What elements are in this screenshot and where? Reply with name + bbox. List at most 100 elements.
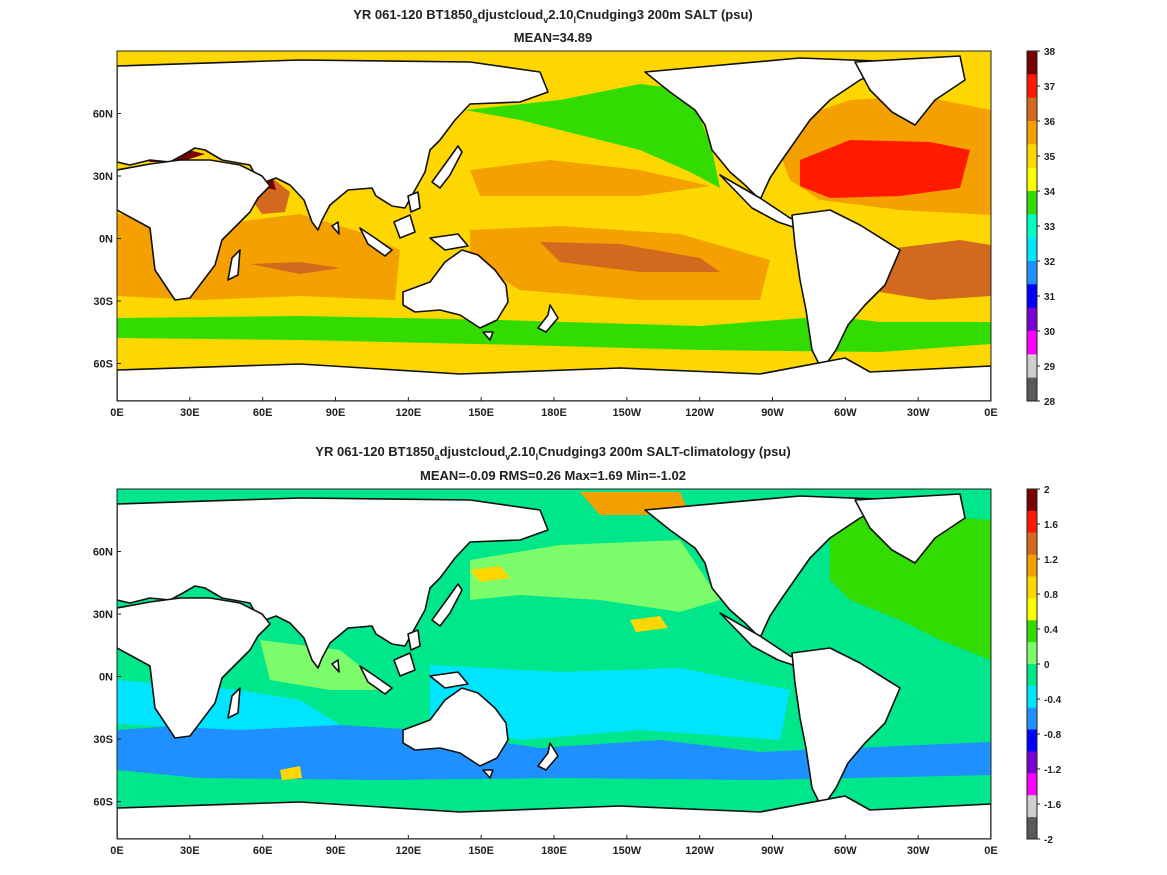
colorbar-swatch	[1027, 237, 1037, 262]
y-tick-label: 0N	[99, 234, 113, 246]
y-tick-label: 60N	[93, 547, 113, 559]
bottom-panel-subtitle: MEAN=-0.09 RMS=0.26 Max=1.69 Min=-1.02	[420, 468, 686, 483]
title-segment: 2.10	[510, 444, 535, 459]
colorbar-tick-label: -1.2	[1044, 765, 1062, 776]
y-tick-label: 60S	[93, 359, 113, 371]
colorbar-tick-label: -1.6	[1044, 800, 1062, 811]
colorbar-tick-label: 29	[1044, 362, 1056, 373]
x-tick-label: 120E	[395, 845, 421, 857]
bottom-x-axis: 0E 30E 60E 90E 120E 150E 180E 150W 120W 90W 60W 30W…	[110, 835, 998, 857]
colorbar-swatch	[1027, 795, 1037, 818]
colorbar-swatch	[1027, 598, 1037, 621]
colorbar-swatch	[1027, 773, 1037, 796]
x-tick-label: 60W	[834, 407, 857, 419]
colorbar-tick-label: 0	[1044, 660, 1050, 671]
top-x-axis: 0E 30E 60E 90E 120E 150E 180E 150W 120W 90W 60W 30W…	[110, 397, 998, 419]
colorbar-tick-label: 33	[1044, 222, 1056, 233]
colorbar-tick-label: 0.8	[1044, 590, 1058, 601]
bottom-map	[117, 489, 991, 839]
colorbar-tick-label: 1.6	[1044, 520, 1058, 531]
colorbar-tick-label: 31	[1044, 292, 1056, 303]
colorbar-swatch	[1027, 51, 1037, 75]
colorbar-swatch	[1027, 74, 1037, 99]
colorbar-swatch	[1027, 307, 1037, 332]
top-panel-title: YR 061-120 BT1850adjustcloudv2.10lCnudgi…	[353, 7, 753, 25]
top-colorbar: 38 37 36 35 34 33 32 31 30 29 28	[1026, 47, 1056, 408]
x-tick-label: 0E	[984, 845, 997, 857]
x-tick-label: 180E	[541, 407, 567, 419]
title-segment: djustcloud	[477, 7, 543, 22]
title-segment: YR 061-120 BT1850	[353, 7, 472, 22]
colorbar-swatch	[1027, 510, 1037, 534]
colorbar-swatch	[1027, 489, 1037, 512]
x-tick-label: 30E	[180, 407, 200, 419]
north-pacific-green	[470, 540, 720, 612]
bottom-colorbar: 2 1.6 1.2 0.8 0.4 0 -0.4 -0.8 -1.2 -1.6 -2	[1026, 485, 1062, 846]
southern-ocean-belt	[117, 316, 991, 352]
colorbar-swatch	[1027, 331, 1037, 355]
x-tick-label: 30W	[907, 845, 930, 857]
colorbar-tick-label: 36	[1044, 117, 1056, 128]
x-tick-label: 90W	[761, 407, 784, 419]
colorbar-swatch	[1027, 284, 1037, 309]
colorbar-swatch	[1027, 707, 1037, 731]
colorbar-swatch	[1027, 817, 1037, 840]
colorbar-swatch	[1027, 377, 1037, 402]
bottom-y-axis: 60N 30N 0N 30S 60S	[93, 547, 121, 809]
x-tick-label: 0E	[110, 407, 123, 419]
x-tick-label: 150E	[468, 407, 494, 419]
colorbar-swatch	[1027, 191, 1037, 215]
colorbar-tick-label: 35	[1044, 152, 1056, 163]
title-subscript: l	[536, 452, 539, 462]
title-subscript: v	[543, 15, 548, 25]
top-y-axis: 60N 30N 0N 30S 60S	[93, 109, 121, 371]
colorbar-swatch	[1027, 642, 1037, 665]
colorbar-swatch	[1027, 620, 1037, 643]
x-tick-label: 120W	[685, 845, 714, 857]
south-pacific-max	[540, 242, 720, 272]
colorbar-swatch	[1027, 751, 1037, 774]
top-panel: YR 061-120 BT1850adjustcloudv2.10lCnudgi…	[93, 7, 1056, 419]
title-segment: Cnudging3 200m SALT (psu)	[576, 7, 753, 22]
south-pacific-fresh	[430, 665, 790, 740]
south-atlantic-max	[880, 240, 991, 300]
x-tick-label: 30W	[907, 407, 930, 419]
colorbar-tick-label: 2	[1044, 485, 1050, 496]
title-subscript: v	[505, 452, 510, 462]
colorbar-swatch	[1027, 554, 1037, 577]
top-panel-subtitle: MEAN=34.89	[514, 30, 592, 45]
colorbar-tick-label: -0.8	[1044, 730, 1062, 741]
colorbar-swatch	[1027, 97, 1037, 122]
y-tick-label: 30N	[93, 171, 113, 183]
colorbar-swatch	[1027, 354, 1037, 379]
colorbar-swatch	[1027, 664, 1037, 687]
north-atlantic-max	[800, 140, 970, 198]
x-tick-label: 90W	[761, 845, 784, 857]
colorbar-swatch	[1027, 685, 1037, 709]
indian-max	[250, 262, 340, 274]
y-tick-label: 60S	[93, 797, 113, 809]
y-tick-label: 30S	[93, 734, 113, 746]
colorbar-swatch	[1027, 214, 1037, 239]
y-tick-label: 30N	[93, 609, 113, 621]
x-tick-label: 120E	[395, 407, 421, 419]
kuroshio-anomaly	[470, 566, 510, 582]
x-tick-label: 60E	[253, 407, 273, 419]
colorbar-tick-label: 30	[1044, 327, 1056, 338]
x-tick-label: 150W	[612, 845, 641, 857]
colorbar-tick-label: 37	[1044, 82, 1056, 93]
north-pacific-gyre	[470, 160, 710, 196]
colorbar-tick-label: -2	[1044, 835, 1053, 846]
colorbar-swatch	[1027, 121, 1037, 145]
colorbar-tick-label: -0.4	[1044, 695, 1062, 706]
pacific-hotspot	[630, 616, 668, 632]
top-map	[117, 51, 991, 401]
x-tick-label: 150W	[612, 407, 641, 419]
title-subscript: a	[472, 15, 478, 25]
x-tick-label: 60W	[834, 845, 857, 857]
title-subscript: l	[574, 15, 577, 25]
y-tick-label: 0N	[99, 672, 113, 684]
x-tick-label: 150E	[468, 845, 494, 857]
title-segment: 2.10	[548, 7, 573, 22]
title-segment: YR 061-120 BT1850	[315, 444, 434, 459]
